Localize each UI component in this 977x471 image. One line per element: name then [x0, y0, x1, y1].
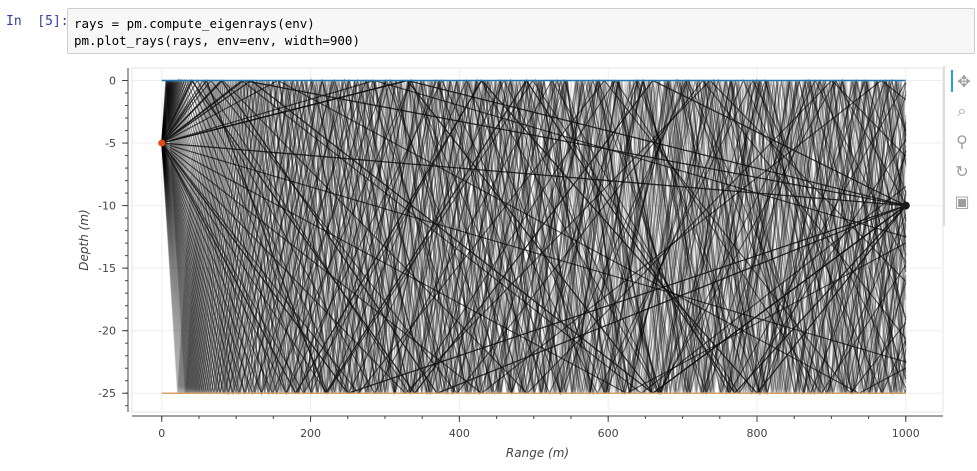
ray-line: [161, 79, 907, 395]
x-tick-label: 400: [449, 427, 470, 440]
code-line-1: rays = pm.compute_eigenrays(env): [74, 16, 315, 31]
ray-line: [161, 80, 907, 394]
x-tick-label: 600: [598, 427, 619, 440]
ray-line: [161, 78, 907, 395]
save-icon[interactable]: ▣: [954, 191, 970, 211]
ray-line: [161, 80, 907, 394]
ray-line: [161, 80, 907, 394]
ray-line: [161, 78, 907, 395]
y-tick-label: -25: [98, 387, 116, 400]
reset-icon[interactable]: ↻: [955, 161, 969, 181]
y-tick-label: -10: [98, 200, 116, 213]
code-line-2: pm.plot_rays(rays, env=env, width=900): [74, 33, 360, 48]
ray-line: [161, 79, 907, 395]
ray-line: [161, 79, 907, 394]
pan-icon[interactable]: ✥: [951, 70, 975, 92]
ray-line: [161, 80, 907, 394]
ray-line: [161, 80, 907, 394]
y-axis-label: Depth (m): [77, 209, 91, 270]
eigenray-line: [161, 79, 907, 395]
x-axis-label: Range (m): [506, 446, 569, 460]
ray-line: [161, 80, 907, 394]
eigenray-line: [161, 79, 907, 395]
ray-line: [161, 78, 907, 396]
cell-prompt: In [5]:: [6, 14, 69, 29]
y-tick-label: 0: [109, 75, 116, 88]
ray-line: [161, 80, 907, 394]
box-zoom-icon[interactable]: ⌕: [957, 101, 967, 120]
ray-line: [161, 80, 907, 394]
ray-line: [161, 80, 907, 394]
ray-line: [161, 80, 907, 394]
y-tick-label: -20: [98, 325, 116, 338]
ray-line: [161, 80, 907, 394]
ray-line: [161, 80, 907, 394]
ray-line: [161, 80, 907, 394]
ray-plot-svg: 0 200 400 600 800 1000 0 -5 -10 -15 -20 -25 Range (m…: [77, 67, 944, 460]
ray-plot[interactable]: 0 200 400 600 800 1000 0 -5 -10 -15 -20 -25 Range (m…: [70, 62, 950, 467]
ray-line: [161, 142, 906, 363]
ray-line: [161, 80, 907, 394]
ray-line: [161, 78, 907, 395]
receiver-marker: [901, 201, 910, 210]
ray-line: [161, 80, 907, 394]
y-tick-label: -5: [105, 137, 116, 150]
x-tick-label: 200: [300, 427, 321, 440]
code-cell[interactable]: rays = pm.compute_eigenrays(env) pm.plot…: [67, 8, 975, 54]
x-tick-label: 1000: [892, 427, 920, 440]
ray-line: [161, 80, 907, 394]
ray-line: [161, 80, 907, 394]
x-tick-label: 0: [158, 427, 165, 440]
y-tick-label: -15: [98, 262, 116, 275]
plot-toolbar: ✥ ⌕ ⚲ ↻ ▣: [943, 66, 977, 226]
source-marker: [158, 139, 166, 147]
ray-line: [161, 80, 907, 394]
ray-line: [161, 79, 907, 394]
ray-line: [161, 79, 907, 395]
ray-line: [161, 80, 907, 394]
ray-line: [161, 80, 907, 394]
ray-line: [161, 80, 907, 394]
ray-line: [161, 80, 907, 394]
eigenray-line: [161, 142, 906, 207]
x-tick-label: 800: [746, 427, 767, 440]
wheel-zoom-icon[interactable]: ⚲: [956, 131, 968, 151]
